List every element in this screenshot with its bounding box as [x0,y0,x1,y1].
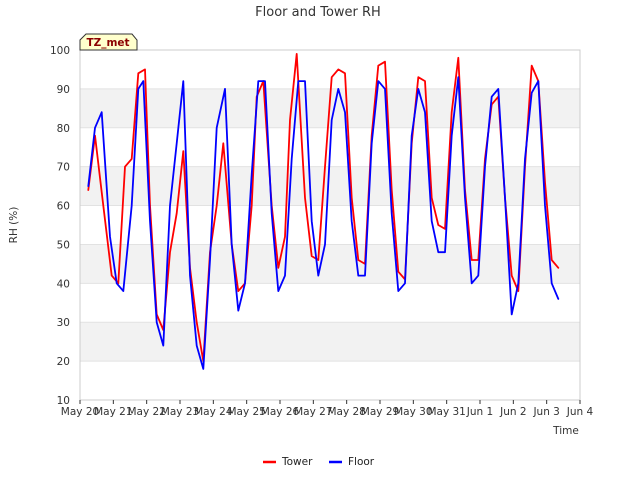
x-tick-label: Jun 4 [566,406,594,418]
x-tick-label: May 22 [127,406,165,418]
x-tick-label: May 30 [394,406,432,418]
y-tick-label: 80 [57,123,70,135]
grid-band [80,166,580,206]
y-axis: 10 20 30 40 50 60 70 80 90 100 [50,45,70,407]
series-lines [87,53,560,370]
y-axis-title: RH (%) [8,207,20,244]
x-tick-label: May 26 [261,406,300,418]
tz-annotation-label: TZ_met [86,37,129,49]
tz-annotation-box [79,33,138,51]
x-tick-label: May 25 [227,406,265,418]
y-tick-label: 10 [57,395,70,407]
y-tick-label: 60 [57,201,70,213]
plot-area-border [79,49,581,401]
chart-title: Floor and Tower RH [255,5,381,20]
x-tick-label: May 29 [361,406,399,418]
y-tick-label: 50 [57,239,70,251]
legend-label-floor: Floor [348,456,375,468]
y-tick-label: 30 [57,317,70,329]
x-tick-label: May 21 [94,406,132,418]
y-tick-label: 40 [57,278,70,290]
x-tick-label: Jun 2 [499,406,526,418]
y-tick-label: 20 [57,356,70,368]
legend: Tower Floor [263,456,375,468]
y-tick-label: 70 [57,162,70,174]
tz-annotation: TZ_met [79,33,138,51]
series-line-floor [87,76,560,370]
y-tick-label: 100 [50,45,70,57]
grid-band [80,244,580,284]
x-tick-label: Jun 1 [466,406,493,418]
x-tick-label: May 27 [294,406,332,418]
x-tick-label: May 23 [161,406,199,418]
x-tick-label: Jun 3 [532,406,559,418]
legend-label-tower: Tower [281,456,313,468]
grid-band [80,322,580,362]
x-tick-label: May 28 [327,406,365,418]
y-tick-label: 90 [57,84,70,96]
x-axis-title: Time [552,425,579,437]
x-tick-label: May 24 [194,406,233,418]
x-tick-label: May 31 [427,406,465,418]
x-tick-label: May 20 [61,406,99,418]
